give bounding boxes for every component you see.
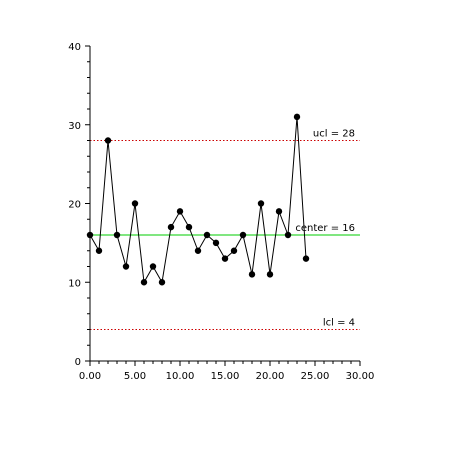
data-point xyxy=(257,200,265,207)
reference-line-label: ucl = 28 xyxy=(313,129,355,140)
data-point xyxy=(185,223,193,231)
data-series xyxy=(86,113,310,286)
x-tick-label: 0.00 xyxy=(79,371,101,382)
data-point xyxy=(149,263,157,270)
x-tick-label: 25.00 xyxy=(301,371,330,382)
data-point xyxy=(194,247,202,254)
data-point xyxy=(122,263,130,270)
y-tick-label: 30 xyxy=(68,121,81,132)
data-point xyxy=(275,208,283,215)
data-point xyxy=(203,231,211,239)
data-point xyxy=(167,223,175,231)
y-tick-label: 0 xyxy=(75,357,81,368)
data-point xyxy=(230,247,238,254)
data-point xyxy=(131,200,139,207)
y-tick-label: 40 xyxy=(68,42,81,53)
axes xyxy=(89,46,360,362)
y-ticks: 0 10 20 30 40 xyxy=(68,42,90,368)
y-tick-label: 20 xyxy=(68,200,81,211)
data-point xyxy=(113,231,121,239)
data-point xyxy=(95,247,103,254)
data-point xyxy=(140,279,148,286)
data-point xyxy=(293,113,301,121)
data-point xyxy=(302,255,310,262)
x-tick-label: 5.00 xyxy=(124,371,146,382)
data-point xyxy=(158,279,166,286)
y-tick-label: 10 xyxy=(68,278,81,289)
data-point xyxy=(266,271,274,278)
x-tick-label: 20.00 xyxy=(256,371,285,382)
data-point xyxy=(239,231,247,239)
reference-line-label: lcl = 4 xyxy=(323,318,355,329)
x-tick-label: 10.00 xyxy=(166,371,195,382)
data-point xyxy=(248,271,256,278)
data-point xyxy=(284,231,292,239)
data-point xyxy=(221,255,229,262)
data-point xyxy=(104,137,112,144)
reference-labels: ucl = 28 center = 16 lcl = 4 xyxy=(295,129,355,329)
data-point xyxy=(212,239,220,247)
series-line xyxy=(89,116,307,284)
data-point xyxy=(86,231,94,239)
x-tick-label: 15.00 xyxy=(211,371,240,382)
reference-line-label: center = 16 xyxy=(295,223,355,234)
x-tick-label: 30.00 xyxy=(346,371,375,382)
data-point xyxy=(176,208,184,215)
x-ticks: 0.00 5.00 10.00 15.00 20.00 25.00 30.00 xyxy=(79,361,374,382)
reference-lines xyxy=(90,140,360,330)
